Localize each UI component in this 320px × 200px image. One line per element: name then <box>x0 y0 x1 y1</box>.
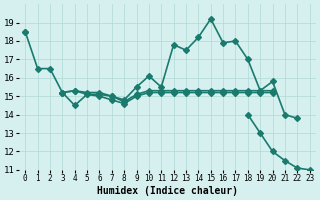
X-axis label: Humidex (Indice chaleur): Humidex (Indice chaleur) <box>97 186 238 196</box>
